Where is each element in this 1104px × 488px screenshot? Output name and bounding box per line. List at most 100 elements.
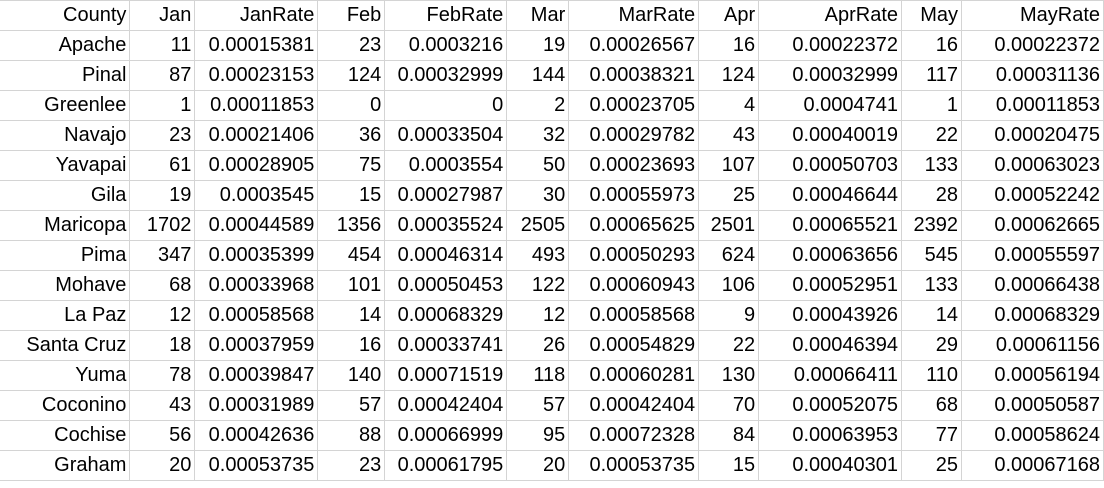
column-header-cell[interactable]: Feb: [317, 0, 386, 31]
data-cell[interactable]: 0.0003545: [194, 180, 319, 211]
data-cell[interactable]: 0.00053735: [194, 450, 319, 481]
data-cell[interactable]: 56: [129, 420, 196, 451]
data-cell[interactable]: 0.00056194: [961, 360, 1104, 391]
data-cell[interactable]: 545: [901, 240, 963, 271]
data-cell[interactable]: 0.00065521: [758, 210, 903, 241]
data-cell[interactable]: 0.00054829: [568, 330, 700, 361]
data-cell[interactable]: 0.00050587: [961, 390, 1104, 421]
data-cell[interactable]: 30: [506, 180, 570, 211]
data-cell[interactable]: 0.00053735: [568, 450, 700, 481]
data-cell[interactable]: 454: [317, 240, 386, 271]
data-cell[interactable]: 0.00050293: [568, 240, 700, 271]
data-cell[interactable]: 23: [317, 30, 386, 61]
data-cell[interactable]: 32: [506, 120, 570, 151]
data-cell[interactable]: 68: [129, 270, 196, 301]
data-cell[interactable]: 0.00042404: [384, 390, 508, 421]
data-cell[interactable]: 20: [129, 450, 196, 481]
data-cell[interactable]: 347: [129, 240, 196, 271]
data-cell[interactable]: 16: [901, 30, 963, 61]
data-cell[interactable]: 57: [317, 390, 386, 421]
county-cell[interactable]: Pinal: [0, 60, 131, 91]
data-cell[interactable]: 28: [901, 180, 963, 211]
data-cell[interactable]: 11: [129, 30, 196, 61]
data-cell[interactable]: 2501: [698, 210, 760, 241]
data-cell[interactable]: 0.00033741: [384, 330, 508, 361]
county-cell[interactable]: Pima: [0, 240, 131, 271]
county-cell[interactable]: Graham: [0, 450, 131, 481]
data-cell[interactable]: 36: [317, 120, 386, 151]
data-cell[interactable]: 0.00062665: [961, 210, 1104, 241]
data-cell[interactable]: 0.00061156: [961, 330, 1104, 361]
data-cell[interactable]: 0.00043926: [758, 300, 903, 331]
county-cell[interactable]: Greenlee: [0, 90, 131, 121]
data-cell[interactable]: 0.00023153: [194, 60, 319, 91]
data-cell[interactable]: 0.00046394: [758, 330, 903, 361]
column-header-cell[interactable]: Jan: [129, 0, 196, 31]
data-cell[interactable]: 50: [506, 150, 570, 181]
data-cell[interactable]: 0.00058568: [568, 300, 700, 331]
data-cell[interactable]: 9: [698, 300, 760, 331]
county-cell[interactable]: Gila: [0, 180, 131, 211]
data-cell[interactable]: 117: [901, 60, 963, 91]
data-cell[interactable]: 0.00011853: [961, 90, 1104, 121]
data-cell[interactable]: 1356: [317, 210, 386, 241]
data-cell[interactable]: 23: [129, 120, 196, 151]
data-cell[interactable]: 43: [698, 120, 760, 151]
data-cell[interactable]: 14: [901, 300, 963, 331]
data-cell[interactable]: 0.00031989: [194, 390, 319, 421]
data-cell[interactable]: 124: [317, 60, 386, 91]
data-cell[interactable]: 77: [901, 420, 963, 451]
data-cell[interactable]: 29: [901, 330, 963, 361]
data-cell[interactable]: 0.00071519: [384, 360, 508, 391]
data-cell[interactable]: 0.00027987: [384, 180, 508, 211]
data-cell[interactable]: 0.00052951: [758, 270, 903, 301]
data-cell[interactable]: 624: [698, 240, 760, 271]
data-cell[interactable]: 18: [129, 330, 196, 361]
data-cell[interactable]: 12: [506, 300, 570, 331]
data-cell[interactable]: 1702: [129, 210, 196, 241]
data-cell[interactable]: 0.00044589: [194, 210, 319, 241]
data-cell[interactable]: 22: [698, 330, 760, 361]
data-cell[interactable]: 0.00067168: [961, 450, 1104, 481]
data-cell[interactable]: 0.00031136: [961, 60, 1104, 91]
data-cell[interactable]: 0.00060281: [568, 360, 700, 391]
data-cell[interactable]: 0.00021406: [194, 120, 319, 151]
data-cell[interactable]: 70: [698, 390, 760, 421]
data-cell[interactable]: 0.00050703: [758, 150, 903, 181]
data-cell[interactable]: 0.00035399: [194, 240, 319, 271]
data-cell[interactable]: 0.00040301: [758, 450, 903, 481]
data-cell[interactable]: 0.00022372: [758, 30, 903, 61]
county-cell[interactable]: Cochise: [0, 420, 131, 451]
data-cell[interactable]: 0.00058624: [961, 420, 1104, 451]
county-cell[interactable]: Yavapai: [0, 150, 131, 181]
data-cell[interactable]: 16: [317, 330, 386, 361]
data-cell[interactable]: 61: [129, 150, 196, 181]
data-cell[interactable]: 0.00060943: [568, 270, 700, 301]
data-cell[interactable]: 84: [698, 420, 760, 451]
data-cell[interactable]: 0.00033968: [194, 270, 319, 301]
county-cell[interactable]: La Paz: [0, 300, 131, 331]
data-cell[interactable]: 0.00066999: [384, 420, 508, 451]
data-cell[interactable]: 23: [317, 450, 386, 481]
data-cell[interactable]: 22: [901, 120, 963, 151]
column-header-cell[interactable]: MayRate: [961, 0, 1104, 31]
data-cell[interactable]: 0.00026567: [568, 30, 700, 61]
column-header-cell[interactable]: County: [0, 0, 131, 31]
data-cell[interactable]: 12: [129, 300, 196, 331]
data-cell[interactable]: 0.00055973: [568, 180, 700, 211]
data-cell[interactable]: 118: [506, 360, 570, 391]
column-header-cell[interactable]: FebRate: [384, 0, 508, 31]
county-cell[interactable]: Mohave: [0, 270, 131, 301]
data-cell[interactable]: 106: [698, 270, 760, 301]
data-cell[interactable]: 0.00042636: [194, 420, 319, 451]
data-cell[interactable]: 0.00061795: [384, 450, 508, 481]
data-cell[interactable]: 19: [129, 180, 196, 211]
data-cell[interactable]: 133: [901, 150, 963, 181]
data-cell[interactable]: 0.00052242: [961, 180, 1104, 211]
data-cell[interactable]: 0.00039847: [194, 360, 319, 391]
column-header-cell[interactable]: Apr: [698, 0, 760, 31]
data-cell[interactable]: 15: [317, 180, 386, 211]
data-cell[interactable]: 0.00029782: [568, 120, 700, 151]
data-cell[interactable]: 0.00038321: [568, 60, 700, 91]
data-cell[interactable]: 4: [698, 90, 760, 121]
